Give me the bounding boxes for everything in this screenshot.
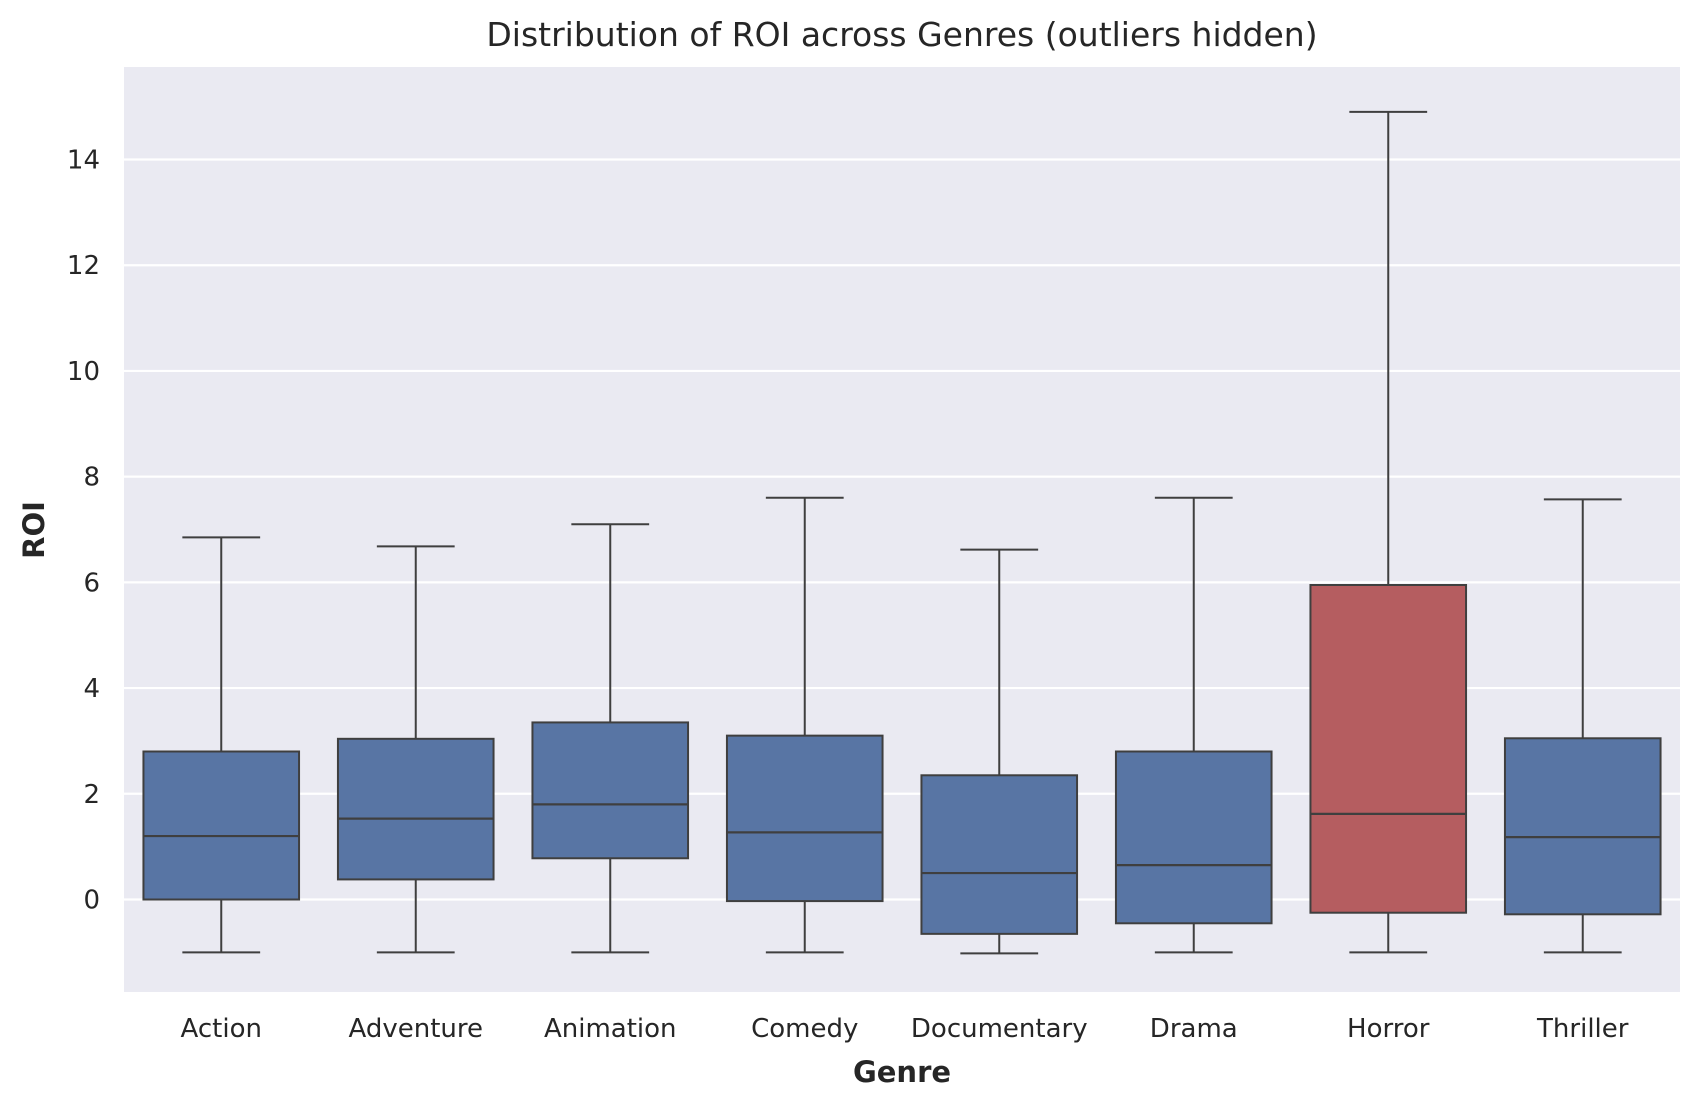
x-tick-label: Animation: [544, 1014, 677, 1044]
iqr-box: [920, 774, 1079, 935]
y-tick-label: 0: [83, 886, 100, 916]
iqr-box: [1309, 584, 1468, 914]
x-tick-label: Horror: [1347, 1014, 1430, 1044]
x-tick-label: Drama: [1150, 1014, 1238, 1044]
x-tick-label: Adventure: [349, 1014, 483, 1044]
iqr-box: [142, 750, 301, 901]
y-tick-label: 10: [67, 357, 100, 387]
x-tick-label: Thriller: [1536, 1014, 1629, 1044]
chart-title: Distribution of ROI across Genres (outli…: [486, 15, 1317, 54]
box-documentary: [920, 548, 1079, 955]
box-action: [142, 536, 301, 954]
x-tick-label: Comedy: [751, 1014, 858, 1044]
y-tick-labels: 0 2 4 6 8 10 12 14: [67, 146, 100, 916]
y-tick-label: 8: [83, 463, 100, 493]
y-tick-label: 2: [83, 780, 100, 810]
y-tick-label: 12: [67, 251, 100, 281]
y-tick-label: 6: [83, 568, 100, 598]
iqr-box: [1503, 737, 1662, 916]
box-adventure: [336, 545, 495, 954]
iqr-box: [725, 734, 884, 903]
box-thriller: [1503, 498, 1662, 954]
box-animation: [531, 523, 690, 954]
x-tick-label: Documentary: [911, 1014, 1088, 1044]
x-tick-labels: Action Adventure Animation Comedy Documentar…: [181, 1014, 1629, 1044]
box-drama: [1114, 496, 1273, 954]
y-axis-label: ROI: [17, 501, 51, 559]
iqr-box: [336, 737, 495, 881]
iqr-box: [1114, 750, 1273, 925]
x-axis-label: Genre: [853, 1055, 951, 1089]
box-series: [142, 110, 1662, 955]
x-tick-label: Action: [181, 1014, 262, 1044]
box-horror: [1309, 110, 1468, 954]
y-tick-label: 4: [83, 674, 100, 704]
iqr-box: [531, 721, 690, 860]
box-comedy: [725, 496, 884, 954]
y-tick-label: 14: [67, 146, 100, 176]
